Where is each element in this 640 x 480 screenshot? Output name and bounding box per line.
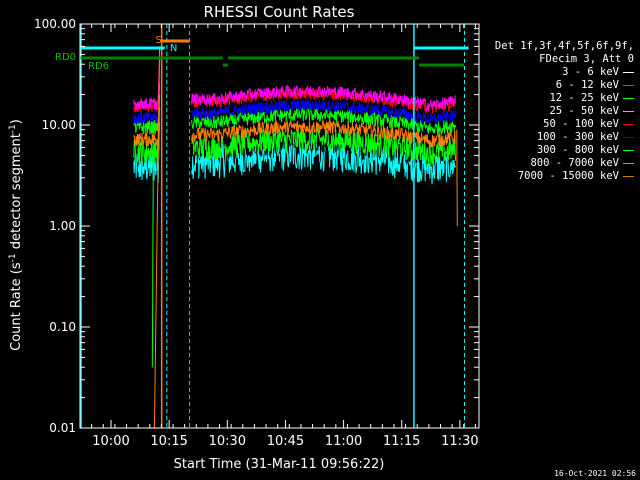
- legend-swatch: [623, 149, 634, 151]
- legend-header-line-1: Det 1f,3f,4f,5f,6f,9f,: [494, 40, 634, 52]
- legend-entry-7: 300 - 800 keV: [478, 144, 634, 157]
- series-8-main: [191, 120, 456, 148]
- x-tick-label: 10:15: [150, 434, 187, 449]
- series-3-main: [191, 127, 457, 166]
- y-tick-label: 100.00: [34, 17, 76, 31]
- series-start-rise-green: [151, 134, 154, 368]
- legend-swatch: [623, 162, 634, 164]
- legend-entry-label: 800 - 7000 keV: [530, 157, 619, 169]
- y-tick-label: 10.00: [42, 118, 76, 132]
- legend-entry-9: 7000 - 15000 keV: [478, 170, 634, 183]
- legend-entry-label: 300 - 800 keV: [536, 144, 619, 156]
- legend-entry-8: 800 - 7000 keV: [478, 157, 634, 170]
- generation-timestamp: 16-Oct-2021 02:56: [554, 469, 636, 478]
- legend-entry-4: 25 - 50 keV: [478, 105, 634, 118]
- legend-entry-label: 3 - 6 keV: [562, 66, 619, 78]
- legend-entry-2: 6 - 12 keV: [478, 79, 634, 92]
- series-6-main: [191, 99, 457, 125]
- legend-entry-label: 7000 - 15000 keV: [517, 170, 619, 182]
- legend: Det 1f,3f,4f,5f,6f,9f, FDecim 3, Att 0 3…: [478, 40, 634, 183]
- series-7-early: [133, 82, 161, 136]
- x-axis-label: Start Time (31-Mar-11 09:56:22): [174, 457, 385, 472]
- series-3-early: [133, 107, 161, 165]
- series-8-early: [133, 94, 161, 147]
- series-6-early: [133, 73, 161, 125]
- legend-entry-label: 50 - 100 keV: [543, 118, 619, 130]
- legend-entry-1: 3 - 6 keV: [478, 66, 634, 79]
- legend-entry-label: 12 - 25 keV: [549, 92, 619, 104]
- series-2-early: [133, 58, 161, 111]
- series-2-main: [191, 84, 457, 112]
- label-s: S: [155, 35, 161, 46]
- y-tick-label: 1.00: [49, 219, 76, 233]
- legend-entries: 3 - 6 keV 6 - 12 keV 12 - 25 keV 25 - 50 ke…: [478, 66, 634, 183]
- legend-header-line-2: FDecim 3, Att 0: [539, 53, 634, 65]
- legend-swatch: [623, 110, 634, 112]
- legend-swatch: [623, 123, 634, 125]
- count-rate-traces: [133, 46, 458, 429]
- legend-swatch: [623, 136, 634, 138]
- series-7-main: [191, 106, 457, 136]
- series-end-drop: [456, 129, 458, 227]
- y-axis-label: Count Rate (s-1 detector segment-1): [8, 119, 24, 351]
- series-start-rise-orange: [153, 46, 161, 429]
- legend-swatch: [623, 175, 634, 177]
- x-tick-label: 11:15: [383, 434, 420, 449]
- label-rd6: RD6: [88, 61, 109, 72]
- y-tick-label: 0.10: [49, 320, 76, 334]
- label-rd0: RD0: [55, 52, 76, 63]
- legend-entry-label: 25 - 50 keV: [549, 105, 619, 117]
- legend-entry-label: 100 - 300 keV: [536, 131, 619, 143]
- x-tick-label: 11:30: [441, 434, 478, 449]
- plot-frame: [79, 23, 480, 429]
- x-tick-label: 10:45: [267, 434, 304, 449]
- label-n: N: [170, 43, 177, 54]
- x-tick-label: 10:00: [92, 434, 129, 449]
- legend-entry-5: 50 - 100 keV: [478, 118, 634, 131]
- legend-entry-6: 100 - 300 keV: [478, 131, 634, 144]
- y-tick-label: 0.01: [49, 421, 76, 435]
- x-tick-label: 11:00: [325, 434, 362, 449]
- plot-axes: 0.01 0.10 1.00 10.00 100.00 10:00 10:15 10:30 10…: [34, 17, 480, 449]
- x-tick-label: 10:30: [209, 434, 246, 449]
- legend-entry-3: 12 - 25 keV: [478, 92, 634, 105]
- legend-entry-label: 6 - 12 keV: [555, 79, 619, 91]
- annotations: RD0 RD6 SN: [55, 24, 469, 428]
- legend-swatch: [623, 71, 634, 73]
- legend-swatch: [623, 97, 634, 99]
- chart-title: RHESSI Count Rates: [204, 3, 355, 21]
- legend-swatch: [623, 84, 634, 86]
